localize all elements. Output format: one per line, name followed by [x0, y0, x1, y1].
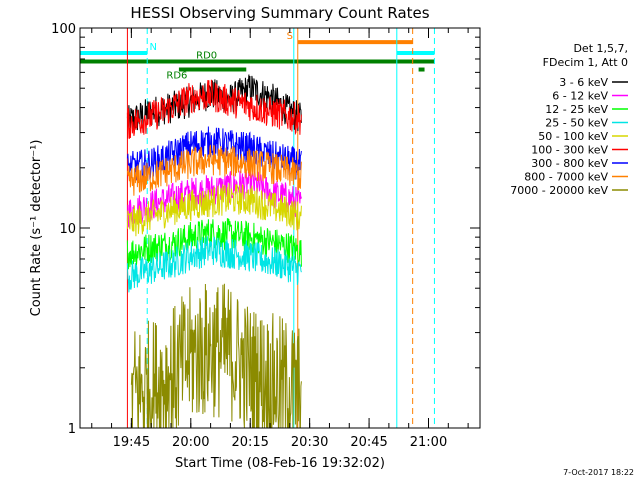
x-tick-label: 20:00 [172, 435, 209, 450]
legend-entry-label: 12 - 25 keV [545, 103, 608, 116]
y-tick-label: 10 [59, 222, 76, 237]
legend-entry-label: 100 - 300 keV [531, 144, 608, 157]
legend-header: Det 1,5,7, [573, 42, 628, 55]
y-tick-label: 1 [68, 422, 76, 437]
series-line [126, 183, 302, 237]
x-tick-label: 19:45 [113, 435, 150, 450]
chart-title: HESSI Observing Summary Count Rates [130, 4, 429, 22]
legend-header: FDecim 1, Att 0 [543, 56, 628, 69]
x-tick-label: 20:30 [291, 435, 328, 450]
series-line [130, 283, 302, 429]
legend-entry-label: 3 - 6 keV [559, 76, 608, 89]
legend-entry-label: 7000 - 20000 keV [510, 184, 608, 197]
legend-entry-label: 50 - 100 keV [538, 130, 608, 143]
y-axis-ticks: 1 10 100 [51, 22, 480, 437]
series-line [126, 144, 302, 196]
flag-bars: N S RD0 RD6 [80, 31, 435, 82]
flag-label: RD0 [196, 50, 217, 61]
legend-entry-label: 25 - 50 keV [545, 117, 608, 130]
legend-entry-label: 800 - 7000 keV [524, 171, 608, 184]
x-axis-ticks: 19:45 20:00 20:15 20:30 20:45 21:00 [91, 28, 469, 450]
flag-label: N [149, 42, 156, 53]
x-tick-label: 20:45 [350, 435, 387, 450]
series-line [126, 79, 302, 139]
flag-label: RD6 [166, 71, 187, 82]
series-line [126, 218, 302, 270]
x-axis-label: Start Time (08-Feb-16 19:32:02) [175, 456, 385, 471]
series-line [126, 236, 302, 293]
footer-date: 7-Oct-2017 18:22 [563, 468, 634, 477]
legend-entry-label: 6 - 12 keV [552, 90, 608, 103]
x-tick-label: 20:15 [231, 435, 268, 450]
y-tick-label: 100 [51, 22, 76, 37]
legend-entry-label: 300 - 800 keV [531, 157, 608, 170]
x-tick-label: 21:00 [410, 435, 447, 450]
data-series [126, 74, 302, 429]
y-axis-label: Count Rate (s⁻¹ detector⁻¹) [29, 140, 44, 317]
flag-label: S [287, 31, 293, 42]
